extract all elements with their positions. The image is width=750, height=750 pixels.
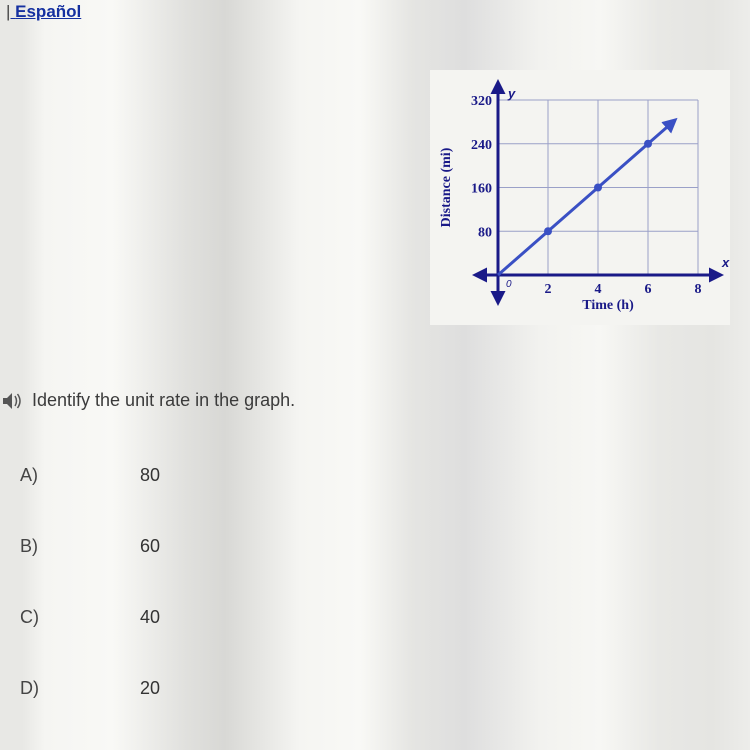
option-letter: D) — [20, 678, 140, 699]
distance-time-chart: 8016024032024680yxTime (h)Distance (mi) — [430, 70, 730, 325]
svg-text:2: 2 — [545, 282, 552, 297]
svg-text:Time (h): Time (h) — [582, 298, 634, 313]
question-row: Identify the unit rate in the graph. — [2, 390, 295, 411]
svg-text:y: y — [507, 86, 516, 101]
svg-text:4: 4 — [595, 282, 602, 297]
svg-text:160: 160 — [471, 182, 492, 197]
speaker-icon[interactable] — [2, 392, 24, 410]
option-value: 40 — [140, 607, 160, 628]
svg-text:6: 6 — [645, 282, 652, 297]
svg-text:80: 80 — [478, 225, 492, 240]
svg-text:240: 240 — [471, 138, 492, 153]
separator-text: | — [6, 2, 15, 21]
option-value: 80 — [140, 465, 160, 486]
option-value: 20 — [140, 678, 160, 699]
option-c[interactable]: C) 40 — [20, 607, 160, 628]
option-b[interactable]: B) 60 — [20, 536, 160, 557]
svg-text:8: 8 — [695, 282, 702, 297]
svg-text:x: x — [721, 255, 730, 270]
chart-svg: 8016024032024680yxTime (h)Distance (mi) — [430, 70, 730, 325]
option-a[interactable]: A) 80 — [20, 465, 160, 486]
option-letter: C) — [20, 607, 140, 628]
answer-options: A) 80 B) 60 C) 40 D) 20 — [20, 465, 160, 749]
svg-text:0: 0 — [506, 279, 512, 290]
option-d[interactable]: D) 20 — [20, 678, 160, 699]
option-value: 60 — [140, 536, 160, 557]
option-letter: B) — [20, 536, 140, 557]
option-letter: A) — [20, 465, 140, 486]
svg-text:320: 320 — [471, 94, 492, 109]
question-prompt: Identify the unit rate in the graph. — [32, 390, 295, 411]
svg-text:Distance (mi): Distance (mi) — [439, 147, 454, 227]
language-link[interactable]: | Español — [6, 2, 81, 22]
espanol-text: Español — [15, 2, 81, 21]
